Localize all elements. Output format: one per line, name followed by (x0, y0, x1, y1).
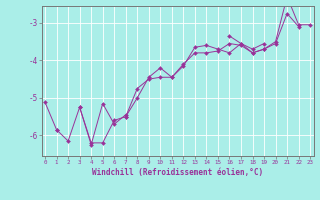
X-axis label: Windchill (Refroidissement éolien,°C): Windchill (Refroidissement éolien,°C) (92, 168, 263, 177)
